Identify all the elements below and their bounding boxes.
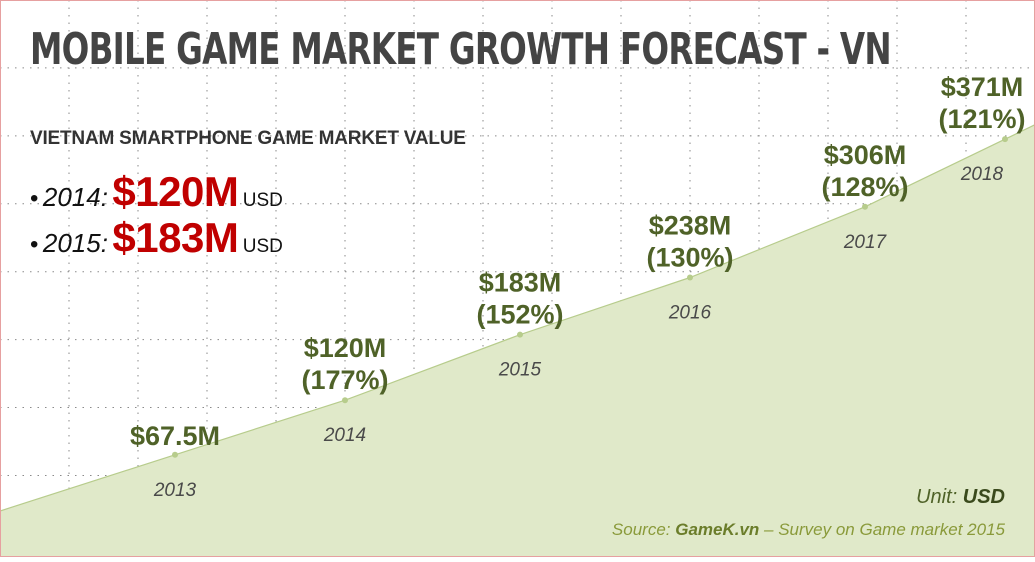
value-label: $67.5M <box>130 421 220 451</box>
data-marks: 2013 $67.5M 2014 (177%)$120M 2015 (152%)$183M… <box>130 72 1026 501</box>
value-label: $306M <box>824 140 907 170</box>
year-label: 2016 <box>668 302 712 323</box>
source-note: Source: GameK.vn – Survey on Game market… <box>612 520 1005 540</box>
source-label: Source: <box>611 520 676 539</box>
area-line <box>0 124 1035 512</box>
highlight-row-2014: • 2014: $120M USD <box>30 168 283 216</box>
year-label: 2017 <box>843 232 888 253</box>
growth-label: (128%) <box>821 172 908 202</box>
unit-note: Unit: USD <box>916 486 1005 509</box>
data-point <box>862 203 868 210</box>
data-point <box>342 397 348 404</box>
highlight-row-2015: • 2015: $183M USD <box>30 214 283 262</box>
highlight-unit: USD <box>242 190 283 211</box>
data-point <box>172 451 178 458</box>
area-fill <box>0 124 1035 557</box>
highlight-value: $183M <box>112 214 239 261</box>
highlight-year: 2015: <box>42 228 108 258</box>
page-title: MOBILE GAME MARKET GROWTH FORECAST - VN <box>30 24 892 75</box>
data-point <box>687 274 693 281</box>
bullet-icon: • <box>30 231 39 258</box>
year-label: 2013 <box>153 480 197 501</box>
value-label: $238M <box>649 210 732 240</box>
data-point <box>1002 136 1008 143</box>
highlight-year: 2014: <box>42 182 108 212</box>
year-label: 2018 <box>960 164 1004 185</box>
growth-label: (177%) <box>301 365 388 395</box>
bullet-icon: • <box>30 185 39 212</box>
unit-label: Unit: <box>916 486 963 508</box>
value-label: $371M <box>941 72 1024 102</box>
year-label: 2014 <box>323 425 366 446</box>
data-point <box>517 331 523 338</box>
growth-label: (121%) <box>938 104 1025 134</box>
source-value: GameK.vn <box>675 520 760 539</box>
year-label: 2015 <box>498 360 542 381</box>
growth-label: (130%) <box>646 242 733 272</box>
source-rest: – Survey on Game market 2015 <box>759 520 1005 539</box>
value-label: $183M <box>479 268 562 298</box>
growth-label: (152%) <box>476 300 563 330</box>
highlight-value: $120M <box>112 168 239 215</box>
value-label: $120M <box>304 333 387 363</box>
chart-subtitle: VIETNAM SMARTPHONE GAME MARKET VALUE <box>30 128 466 149</box>
unit-value: USD <box>962 486 1005 508</box>
highlight-unit: USD <box>242 236 283 257</box>
